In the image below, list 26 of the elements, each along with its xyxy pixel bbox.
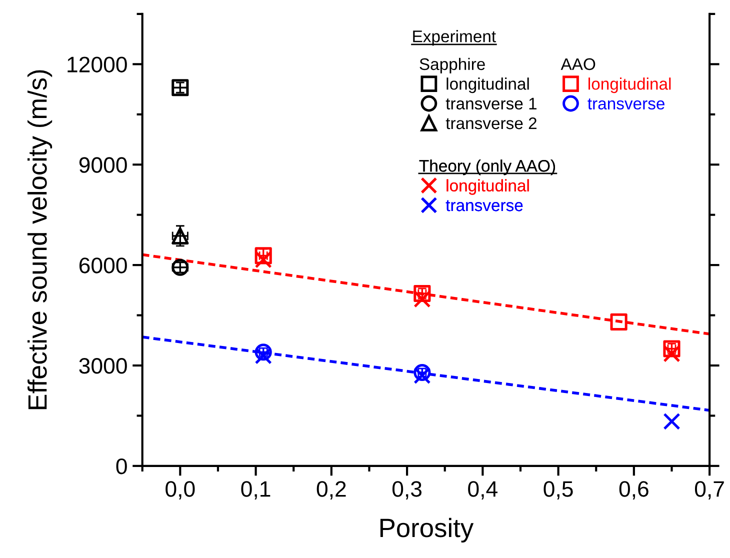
legend-label: longitudinal <box>446 179 529 195</box>
legend-label: transverse 1 <box>446 98 536 110</box>
x-tick-label: 0,3 <box>392 481 422 500</box>
x-tick-label: 0,0 <box>166 481 195 500</box>
x-tick-label: 0,5 <box>544 481 573 500</box>
x-tick-label: 0,4 <box>468 481 498 500</box>
x-tick-label: 0,2 <box>316 481 346 500</box>
y-tick-label: 0 <box>116 458 127 474</box>
x-tick-label: 0,7 <box>694 481 724 500</box>
legend-label: longitudinal <box>588 78 671 94</box>
x-axis-title: Porosity <box>380 518 474 542</box>
y-tick-label: 3000 <box>79 358 127 374</box>
annotation: AAO <box>560 58 596 70</box>
y-tick-label: 12000 <box>68 56 127 72</box>
annotation: Experiment <box>413 30 496 46</box>
y-axis-title: Effective sound velocity (m/s) <box>27 70 52 410</box>
legend-label: longitudinal <box>446 78 529 94</box>
y-tick-label: 6000 <box>79 258 127 274</box>
annotation: Theory (only AAO) <box>419 160 555 176</box>
annotation: Sapphire <box>420 58 485 74</box>
legend-label: transverse <box>446 200 523 212</box>
y-tick-label: 9000 <box>79 157 127 173</box>
x-tick-label: 0,1 <box>241 481 270 500</box>
legend-label: transverse <box>588 98 664 110</box>
x-tick-label: 0,6 <box>619 481 648 500</box>
legend-label: transverse 2 <box>446 117 536 130</box>
